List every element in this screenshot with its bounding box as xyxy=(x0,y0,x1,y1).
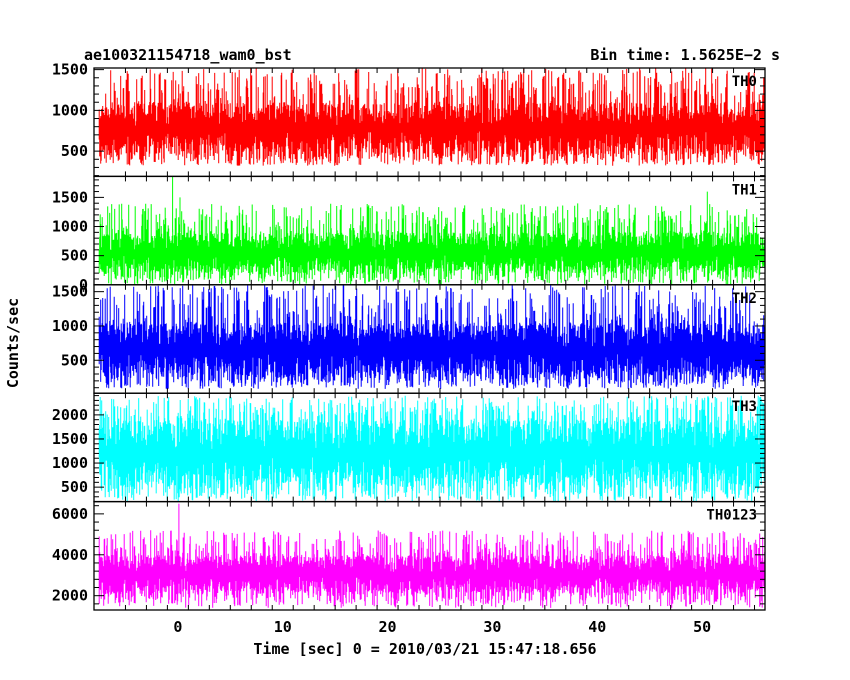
x-tick-label: 30 xyxy=(483,618,501,636)
series-th0123 xyxy=(98,503,765,608)
x-tick-label: 0 xyxy=(173,618,182,636)
y-tick-label: 1500 xyxy=(52,430,88,448)
panel-label: TH1 xyxy=(732,182,757,198)
y-tick-label: 4000 xyxy=(52,546,88,564)
panel-label: TH0123 xyxy=(706,508,757,524)
panel-label: TH0 xyxy=(732,74,757,90)
x-tick-label: 40 xyxy=(588,618,606,636)
x-tick-label: 10 xyxy=(274,618,292,636)
series-th3 xyxy=(98,395,765,502)
y-tick-label: 1500 xyxy=(52,283,88,301)
x-tick-label: 20 xyxy=(379,618,397,636)
y-tick-label: 1000 xyxy=(52,317,88,335)
y-axis-label: Counts/sec xyxy=(4,298,22,388)
y-tick-label: 1000 xyxy=(52,218,88,236)
x-axis: 0 10 20 30 40 50 xyxy=(173,618,711,636)
y-tick-label: 500 xyxy=(61,247,88,265)
y-tick-label: 500 xyxy=(61,351,88,369)
series-th2 xyxy=(98,284,765,390)
x-axis-label: Time [sec] 0 = 2010/03/21 15:47:18.656 xyxy=(253,640,596,658)
y-tick-label: 1500 xyxy=(52,61,88,79)
y-tick-label: 2000 xyxy=(52,587,88,605)
chart-title-right: Bin time: 1.5625E−2 s xyxy=(590,46,780,64)
panel-label: TH3 xyxy=(732,399,757,415)
panel-th0123: 2000 4000 6000 TH0123 xyxy=(52,500,766,611)
series-th0 xyxy=(98,68,765,166)
panel-th1: 0 500 1000 1500 TH1 xyxy=(52,175,766,294)
y-tick-label: 1000 xyxy=(52,101,88,119)
y-tick-label: 0 xyxy=(79,276,88,294)
y-tick-label: 1000 xyxy=(52,454,88,472)
panel-th2: 500 1000 1500 TH2 xyxy=(52,283,766,394)
panels: 500 1000 1500 TH0 0 500 1000 1500 TH1 500 1000 1500… xyxy=(52,61,766,611)
y-tick-label: 500 xyxy=(61,478,88,496)
x-tick-label: 50 xyxy=(693,618,711,636)
panel-label: TH2 xyxy=(732,291,757,307)
y-tick-label: 500 xyxy=(61,142,88,160)
y-tick-label: 1500 xyxy=(52,188,88,206)
panel-frame xyxy=(93,500,766,611)
y-tick-label: 6000 xyxy=(52,505,88,523)
chart-title-left: ae100321154718_wam0_bst xyxy=(84,46,292,64)
y-tick-label: 2000 xyxy=(52,406,88,424)
series-th1 xyxy=(98,176,765,285)
panel-th3: 500 1000 1500 2000 TH3 xyxy=(52,392,766,503)
panel-th0: 500 1000 1500 TH0 xyxy=(52,61,766,178)
